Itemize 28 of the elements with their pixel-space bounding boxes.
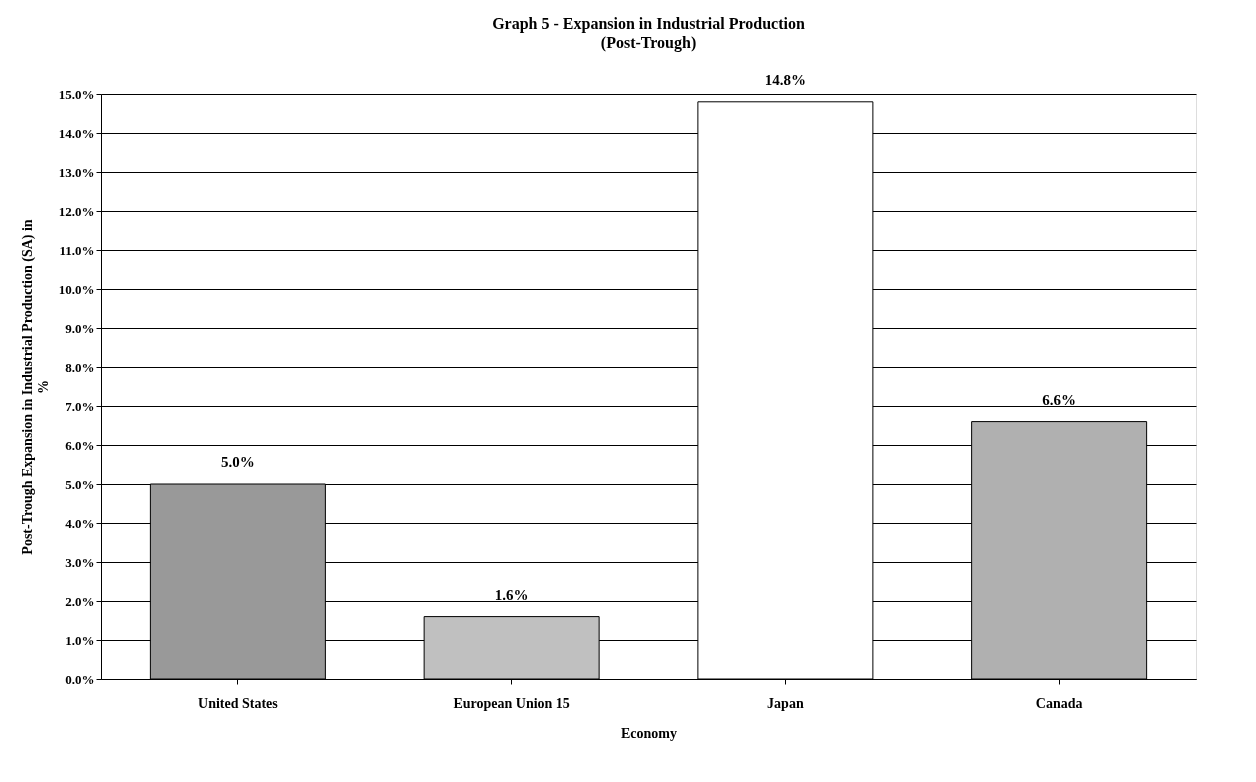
y-tick-label: 5.0% [65, 476, 95, 492]
y-tick-label: 14.0% [58, 125, 95, 141]
x-tick-label: European Union 15 [453, 695, 570, 711]
y-tick-label: 12.0% [58, 203, 95, 219]
y-tick-label: 10.0% [58, 281, 95, 297]
y-tick-label: 8.0% [65, 359, 95, 375]
data-label: 1.6% [494, 586, 529, 603]
y-tick-label: 6.0% [65, 437, 95, 453]
y-tick-label: 0.0% [65, 671, 95, 687]
x-tick-label: Canada [1035, 695, 1083, 711]
y-tick-label: 15.0% [58, 86, 95, 102]
y-tick-label: 13.0% [58, 164, 95, 180]
data-label: 5.0% [221, 454, 255, 470]
y-tick-label: 1.0% [65, 632, 95, 648]
x-tick-label: United States [198, 695, 279, 711]
data-label: 14.8% [764, 71, 806, 88]
y-tick-label: 4.0% [65, 515, 95, 531]
y-tick-label: 11.0% [59, 242, 95, 258]
chart-subtitle: (Post-Trough) [600, 33, 697, 52]
y-tick-label: 9.0% [65, 320, 95, 336]
chart-title: Graph 5 - Expansion in Industrial Production [492, 14, 805, 33]
y-tick-label: 2.0% [65, 593, 95, 609]
x-axis-title: Economy [621, 725, 677, 741]
data-label: 6.6% [1042, 391, 1076, 408]
x-tick-label: Japan [767, 695, 804, 711]
y-axis-title: Post-Trough Expansion in Industrial Production (SA) in % [19, 219, 51, 555]
y-tick-label: 3.0% [65, 554, 95, 570]
y-tick-label: 7.0% [65, 398, 95, 414]
